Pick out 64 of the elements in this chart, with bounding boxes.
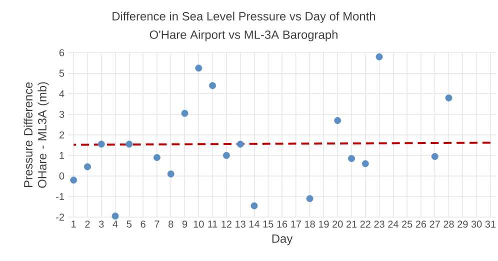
x-tick-label: 10 xyxy=(194,220,204,228)
x-tick-label: 18 xyxy=(305,220,315,228)
point xyxy=(334,117,342,124)
x-tick-label: 6 xyxy=(140,220,146,228)
point xyxy=(445,94,452,102)
x-tick-label: 26 xyxy=(416,220,426,228)
point xyxy=(98,140,105,148)
point xyxy=(222,152,230,159)
y-tick-label: -1 xyxy=(56,193,64,200)
x-tick-label: 14 xyxy=(249,220,260,228)
y-tick-label: 6 xyxy=(59,49,64,56)
x-tick-label: 16 xyxy=(277,220,288,228)
point xyxy=(195,64,202,72)
point xyxy=(181,110,188,117)
x-tick-label: 5 xyxy=(126,220,132,228)
x-tick-label: 3 xyxy=(98,220,104,228)
x-tick-label: 21 xyxy=(346,220,357,228)
point xyxy=(431,152,438,160)
point xyxy=(209,82,216,90)
y-tick-label: 4 xyxy=(59,90,64,98)
x-tick-label: 22 xyxy=(360,220,370,228)
point xyxy=(112,212,119,220)
x-tick-label: 8 xyxy=(168,220,174,228)
x-tick-label: 1 xyxy=(72,220,76,228)
x-axis-title: Day xyxy=(272,234,293,246)
x-tick-label: 12 xyxy=(222,220,232,228)
x-tick-label: 28 xyxy=(444,220,454,228)
x-tick-label: 11 xyxy=(208,220,218,228)
point xyxy=(306,195,314,202)
y-tick-label: 1 xyxy=(60,152,64,159)
y-tick-label: -2 xyxy=(56,214,64,221)
x-tick-label: 25 xyxy=(402,220,412,228)
y-axis-title: Pressure Difference OHare - ML3A (mb) xyxy=(24,82,49,188)
x-tick-label: 29 xyxy=(458,220,468,228)
x-tick-label: 15 xyxy=(263,220,274,228)
x-tick-label: 19 xyxy=(318,220,329,228)
x-tick-label: 24 xyxy=(388,220,398,228)
x-tick-label: 13 xyxy=(236,220,246,228)
x-tick-label: 17 xyxy=(291,220,301,228)
chart-title: Difference in Sea Level Pressure vs Day of Month xyxy=(112,12,376,23)
x-tick-label: 20 xyxy=(332,220,343,228)
x-tick-label: 23 xyxy=(374,220,384,228)
point xyxy=(362,160,369,168)
point xyxy=(236,140,244,148)
y-tick-label: 0 xyxy=(59,172,64,180)
x-tick-label: 4 xyxy=(112,220,118,228)
y-tick-label: 5 xyxy=(59,70,64,77)
x-tick-label: 2 xyxy=(85,220,90,228)
point xyxy=(70,176,78,184)
point xyxy=(84,163,91,170)
point xyxy=(348,155,355,162)
y-tick-label: 2 xyxy=(59,131,64,138)
y-tick-label: 3 xyxy=(59,110,64,118)
point xyxy=(167,170,174,178)
point xyxy=(376,53,383,60)
x-tick-label: 9 xyxy=(182,220,188,228)
x-tick-label: 31 xyxy=(485,220,496,228)
point xyxy=(153,154,160,161)
point xyxy=(250,202,258,210)
x-tick-label: 30 xyxy=(471,220,482,228)
chart-subtitle: O'Hare Airport vs ML-3A Barograph xyxy=(150,30,338,42)
x-tick-label: 27 xyxy=(430,220,440,228)
x-tick-label: 7 xyxy=(154,220,160,228)
point xyxy=(126,140,133,148)
